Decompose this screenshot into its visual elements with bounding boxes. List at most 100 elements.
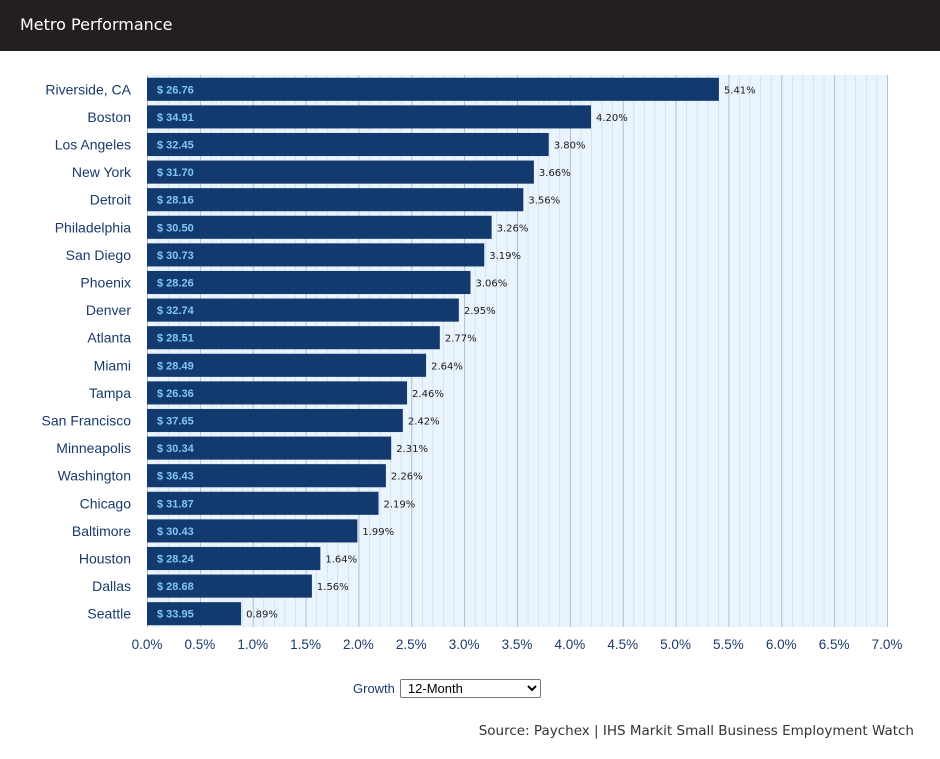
bar-wage-label: $ 28.16 <box>157 195 194 207</box>
data-label: 3.06% <box>475 279 507 290</box>
data-label: 4.20% <box>596 113 628 124</box>
category-label: Tampa <box>89 385 131 401</box>
category-label: Chicago <box>80 495 132 511</box>
category-label: Baltimore <box>72 523 131 539</box>
bar <box>147 105 591 129</box>
bar <box>147 436 392 460</box>
bar-chart: $ 26.76 5.41% Riverside, CA $ 34.91 4.20% Bos… <box>42 75 903 652</box>
growth-period-select[interactable]: 12-Month <box>399 678 541 698</box>
bar <box>147 602 242 626</box>
data-label: 2.64% <box>431 361 463 372</box>
bar <box>147 464 386 488</box>
bar-wage-label: $ 28.49 <box>157 360 194 372</box>
bar <box>147 160 534 184</box>
bar <box>147 519 358 543</box>
x-tick-label: 6.5% <box>819 637 850 652</box>
bar <box>147 353 427 377</box>
category-label: Los Angeles <box>55 137 131 153</box>
x-tick-label: 6.0% <box>766 637 797 652</box>
bar-wage-label: $ 31.87 <box>157 498 194 510</box>
bar-wage-label: $ 28.68 <box>157 581 194 593</box>
bar-wage-label: $ 30.43 <box>157 526 194 538</box>
bar-wage-label: $ 32.74 <box>157 305 195 317</box>
bar <box>147 381 408 405</box>
bar-wage-label: $ 37.65 <box>157 416 194 428</box>
bar-wage-label: $ 28.51 <box>157 333 194 345</box>
category-label: New York <box>72 164 132 180</box>
data-label: 2.42% <box>408 417 440 428</box>
category-label: Phoenix <box>80 275 131 291</box>
page-title: Metro Performance <box>20 15 173 34</box>
data-label: 1.64% <box>325 555 357 566</box>
category-label: Detroit <box>90 192 131 208</box>
bar-wage-label: $ 30.73 <box>157 250 194 262</box>
source-note: Source: Paychex | IHS Markit Small Busin… <box>478 723 914 739</box>
plot-background <box>147 75 887 627</box>
data-label: 3.56% <box>528 196 560 207</box>
data-label: 2.77% <box>445 334 477 345</box>
data-label: 0.89% <box>246 610 278 621</box>
category-label: Dallas <box>92 578 131 594</box>
x-tick-label: 5.5% <box>713 637 744 652</box>
x-tick-label: 5.0% <box>660 637 691 652</box>
data-label: 2.26% <box>391 472 423 483</box>
category-label: Houston <box>79 551 131 567</box>
data-label: 1.99% <box>362 527 394 538</box>
bar-wage-label: $ 26.76 <box>157 84 194 96</box>
bar-wage-label: $ 28.24 <box>157 554 195 566</box>
bar-wage-label: $ 34.91 <box>157 112 194 124</box>
bar <box>147 270 471 295</box>
growth-control: Growth 12-Month <box>353 678 541 698</box>
bar <box>147 491 379 515</box>
growth-label: Growth <box>353 680 395 696</box>
x-tick-label: 1.0% <box>237 637 268 652</box>
bar-wage-label: $ 26.36 <box>157 388 194 400</box>
category-label: San Diego <box>66 247 132 263</box>
category-label: Riverside, CA <box>45 81 131 97</box>
x-tick-label: 2.5% <box>396 637 427 652</box>
data-label: 1.56% <box>317 582 349 593</box>
x-tick-label: 4.5% <box>607 637 638 652</box>
data-label: 3.26% <box>497 223 529 234</box>
bar-wage-label: $ 30.50 <box>157 222 194 234</box>
bar-wage-label: $ 28.26 <box>157 278 194 290</box>
bar <box>147 546 321 571</box>
x-tick-label: 7.0% <box>872 637 903 652</box>
bar <box>147 326 440 350</box>
bar <box>147 408 403 433</box>
bar <box>147 574 312 598</box>
category-label: Atlanta <box>87 330 131 346</box>
category-label: Miami <box>94 357 131 373</box>
bar <box>147 188 524 212</box>
data-label: 3.66% <box>539 168 571 179</box>
x-tick-label: 0.5% <box>184 637 215 652</box>
x-tick-label: 1.5% <box>290 637 321 652</box>
data-label: 5.41% <box>724 85 756 96</box>
bar <box>147 243 485 267</box>
category-label: San Francisco <box>42 413 132 429</box>
bar <box>147 77 719 101</box>
data-label: 2.31% <box>396 444 428 455</box>
bar-wage-label: $ 32.45 <box>157 140 194 152</box>
bar <box>147 298 459 322</box>
bar <box>147 215 492 239</box>
data-label: 2.95% <box>464 306 496 317</box>
x-tick-label: 0.0% <box>132 637 163 652</box>
x-tick-label: 3.5% <box>502 637 533 652</box>
bar-wage-label: $ 30.34 <box>157 443 195 455</box>
category-label: Boston <box>87 109 131 125</box>
bar-wage-label: $ 33.95 <box>157 609 194 621</box>
category-label: Seattle <box>87 606 131 622</box>
data-label: 3.80% <box>554 141 586 152</box>
category-label: Washington <box>58 468 131 484</box>
category-label: Denver <box>86 302 131 318</box>
data-label: 2.19% <box>384 499 416 510</box>
category-label: Minneapolis <box>56 440 131 456</box>
bar <box>147 132 549 157</box>
bar-wage-label: $ 31.70 <box>157 167 194 179</box>
category-label: Philadelphia <box>55 219 131 235</box>
x-tick-label: 4.0% <box>554 637 585 652</box>
bar-wage-label: $ 36.43 <box>157 471 194 483</box>
x-tick-label: 3.0% <box>449 637 480 652</box>
x-tick-label: 2.0% <box>343 637 374 652</box>
